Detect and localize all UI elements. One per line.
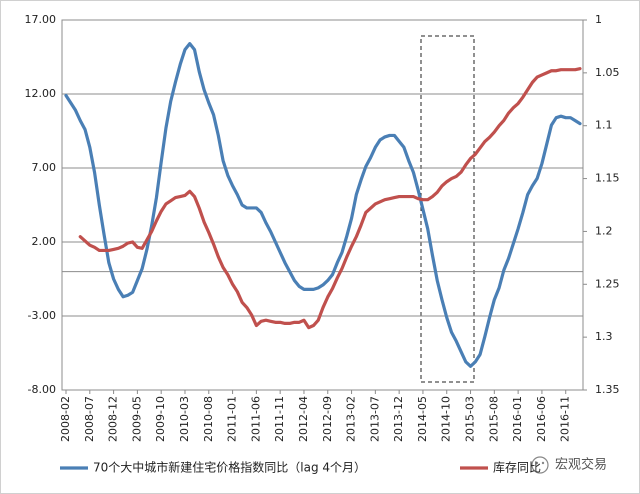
y-tick-label: -3.00 [28,309,56,322]
x-tick-label: 2009-10 [154,396,167,442]
x-tick-label: 2011-11 [273,396,286,442]
series-line [78,67,582,330]
series-line [64,42,582,368]
highlight-box [420,35,475,383]
y2-tick-label: 1.2 [595,224,613,237]
y2-tick-label: 1.25 [595,277,620,290]
x-tick-label: 2014-05 [416,396,429,442]
x-tick-label: 2012-04 [297,396,310,442]
x-tick-label: 2008-02 [59,396,72,442]
watermark: 宏观交易 [555,457,607,473]
x-tick-label: 2008-07 [83,396,96,442]
x-tick-label: 2010-03 [178,396,191,442]
y-tick-label: -8.00 [28,383,56,396]
x-tick-label: 2011-06 [249,396,262,442]
y2-tick-label: 1.35 [595,383,620,396]
x-tick-label: 2015-03 [464,396,477,442]
x-tick-label: 2013-02 [345,396,358,442]
y-tick-label: 7.00 [32,161,57,174]
y2-tick-label: 1 [595,13,602,26]
x-tick-label: 2010-08 [202,396,215,442]
x-tick-label: 2016-06 [535,396,548,442]
x-tick-label: 2016-11 [559,396,572,442]
y2-tick-label: 1.15 [595,172,620,185]
y-tick-label: 12.00 [25,87,57,100]
watermark-icon [531,456,549,474]
y-tick-label: 17.00 [25,13,57,26]
y2-tick-label: 1.1 [595,119,613,132]
y2-tick-label: 1.3 [595,330,613,343]
x-tick-label: 2008-12 [107,396,120,442]
x-tick-label: 2013-07 [368,396,381,442]
x-tick-label: 2016-01 [511,396,524,442]
y-tick-label: 2.00 [32,235,57,248]
legend-label: 库存同比 [493,460,541,475]
x-tick-label: 2015-08 [487,396,500,442]
y2-tick-label: 1.05 [595,66,620,79]
x-tick-label: 2012-09 [321,396,334,442]
legend-label: 70个大中城市新建住宅价格指数同比（lag 4个月） [93,460,366,475]
x-tick-label: 2009-05 [130,396,143,442]
x-tick-label: 2014-10 [440,396,453,442]
x-tick-label: 2011-01 [226,396,239,442]
x-tick-label: 2013-12 [392,396,405,442]
